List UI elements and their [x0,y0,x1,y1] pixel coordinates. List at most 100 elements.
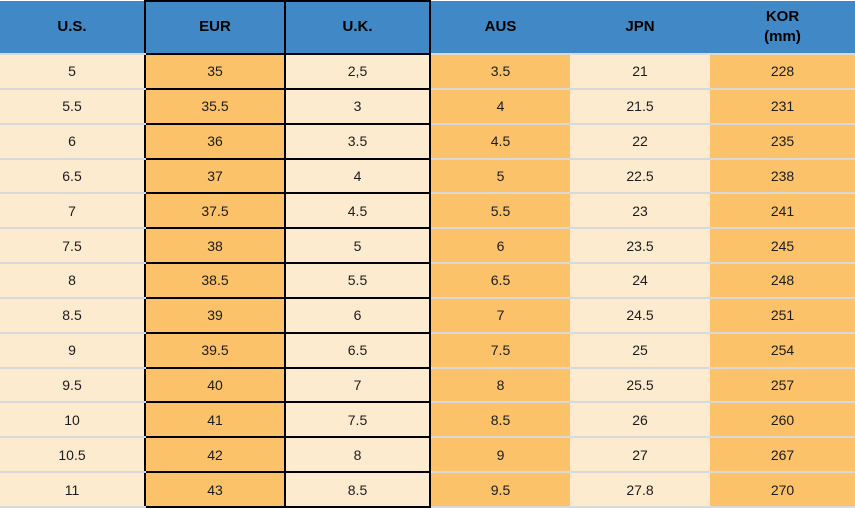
table-row: 10 41 7.5 8.5 26 260 [0,401,855,439]
cell-eur: 38.5 [144,262,286,299]
cell-jpn: 26 [570,402,710,439]
cell-kor: 245 [710,228,855,265]
table-row: 5.5 35.5 3 4 21.5 231 [0,87,855,125]
cell-uk: 4.5 [284,192,431,230]
column-header-aus: AUS [430,1,570,55]
cell-us: 5 [0,54,145,90]
cell-kor: 260 [710,402,855,439]
cell-uk: 5 [284,227,431,265]
table-row: 11 43 8.5 9.5 27.8 270 [0,471,855,508]
table-row: 8.5 39 6 7 24.5 251 [0,296,855,334]
cell-aus: 7.5 [430,332,570,369]
cell-jpn: 21 [570,54,710,90]
cell-uk: 5.5 [284,262,431,299]
cell-us: 8.5 [0,297,145,334]
cell-kor: 235 [710,123,855,160]
cell-eur: 36 [144,122,286,160]
cell-uk: 3 [284,87,431,125]
cell-aus: 8 [430,367,570,404]
cell-aus: 4 [430,88,570,125]
table-body: 5 35 2,5 3.5 21 228 5.5 35.5 3 4 21.5 231 6 36 3.5 4.5 2… [0,53,855,508]
table-row: 9 39.5 6.5 7.5 25 254 [0,331,855,369]
cell-uk: 8.5 [284,471,431,508]
table-row: 9.5 40 7 8 25.5 257 [0,366,855,404]
table-row: 8 38.5 5.5 6.5 24 248 [0,262,855,299]
cell-eur: 35.5 [144,87,286,125]
cell-us: 10 [0,402,145,439]
cell-eur: 39 [144,296,286,334]
cell-aus: 9.5 [430,472,570,508]
cell-uk: 7 [284,366,431,404]
cell-us: 9.5 [0,367,145,404]
cell-jpn: 27.8 [570,472,710,508]
cell-uk: 6.5 [284,331,431,369]
cell-us: 9 [0,332,145,369]
cell-uk: 4 [284,157,431,195]
cell-aus: 6 [430,228,570,265]
cell-us: 5.5 [0,88,145,125]
cell-us: 7 [0,193,145,230]
cell-kor: 267 [710,437,855,474]
cell-kor: 238 [710,158,855,195]
cell-aus: 8.5 [430,402,570,439]
column-header-eur: EUR [144,0,286,55]
cell-kor: 270 [710,472,855,508]
table-row: 7 37.5 4.5 5.5 23 241 [0,192,855,230]
cell-us: 6.5 [0,158,145,195]
cell-kor: 254 [710,332,855,369]
column-header-jpn: JPN [570,1,710,55]
cell-eur: 38 [144,227,286,265]
cell-uk: 2,5 [284,53,431,90]
cell-jpn: 24.5 [570,297,710,334]
cell-eur: 37.5 [144,192,286,230]
cell-aus: 3.5 [430,54,570,90]
cell-eur: 40 [144,366,286,404]
cell-uk: 6 [284,296,431,334]
cell-eur: 42 [144,436,286,474]
cell-uk: 3.5 [284,122,431,160]
table-row: 6.5 37 4 5 22.5 238 [0,157,855,195]
cell-jpn: 25 [570,332,710,369]
cell-aus: 4.5 [430,123,570,160]
cell-jpn: 23.5 [570,228,710,265]
cell-kor: 257 [710,367,855,404]
table-row: 5 35 2,5 3.5 21 228 [0,53,855,90]
cell-us: 7.5 [0,228,145,265]
cell-aus: 9 [430,437,570,474]
cell-jpn: 24 [570,263,710,299]
table-header: U.S. EUR U.K. AUS JPN KOR (mm) [0,0,855,55]
cell-jpn: 25.5 [570,367,710,404]
cell-aus: 5.5 [430,193,570,230]
cell-jpn: 21.5 [570,88,710,125]
cell-kor: 228 [710,54,855,90]
table-row: 7.5 38 5 6 23.5 245 [0,227,855,265]
cell-jpn: 23 [570,193,710,230]
table-row: 6 36 3.5 4.5 22 235 [0,122,855,160]
cell-aus: 5 [430,158,570,195]
cell-aus: 7 [430,297,570,334]
cell-jpn: 22.5 [570,158,710,195]
cell-eur: 39.5 [144,331,286,369]
cell-uk: 8 [284,436,431,474]
cell-us: 11 [0,472,145,508]
cell-us: 6 [0,123,145,160]
cell-jpn: 22 [570,123,710,160]
table-row: 10.5 42 8 9 27 267 [0,436,855,474]
column-header-us: U.S. [0,1,145,55]
cell-kor: 241 [710,193,855,230]
header-row: U.S. EUR U.K. AUS JPN KOR (mm) [0,0,855,55]
cell-eur: 37 [144,157,286,195]
cell-eur: 35 [144,53,286,90]
cell-eur: 41 [144,401,286,439]
cell-kor: 248 [710,263,855,299]
cell-kor: 251 [710,297,855,334]
cell-us: 8 [0,263,145,299]
cell-aus: 6.5 [430,263,570,299]
cell-us: 10.5 [0,437,145,474]
column-header-kor: KOR (mm) [710,1,855,55]
cell-uk: 7.5 [284,401,431,439]
cell-eur: 43 [144,471,286,508]
cell-jpn: 27 [570,437,710,474]
cell-kor: 231 [710,88,855,125]
